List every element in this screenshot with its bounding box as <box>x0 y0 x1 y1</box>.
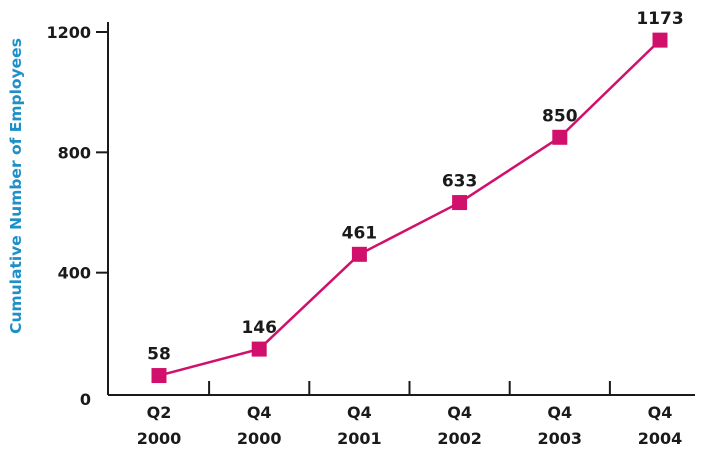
y-tick-label: 400 <box>58 264 91 283</box>
data-point-marker <box>251 341 267 357</box>
x-tick-label: Q4 <box>648 403 673 422</box>
chart-axes <box>96 22 695 396</box>
x-tick-label: Q4 <box>247 403 272 422</box>
x-tick-label: 2003 <box>538 429 583 448</box>
x-tick-label: 2002 <box>437 429 482 448</box>
x-tick-label: Q4 <box>447 403 472 422</box>
y-tick-label: 1200 <box>46 23 91 42</box>
data-point-marker <box>652 32 668 48</box>
data-label: 850 <box>542 106 578 126</box>
data-label: 146 <box>241 318 277 338</box>
data-label: 1173 <box>636 9 683 29</box>
data-point-marker <box>351 246 367 262</box>
series-line <box>158 39 661 377</box>
x-tick-label: Q4 <box>547 403 572 422</box>
data-label: 461 <box>342 223 378 243</box>
data-label: 633 <box>442 172 478 192</box>
x-tick-label: 2000 <box>237 429 282 448</box>
y-tick-label: 800 <box>58 143 91 162</box>
y-tick-label: 0 <box>80 390 91 409</box>
x-tick-label: 2000 <box>137 429 182 448</box>
x-tick-label: 2004 <box>638 429 683 448</box>
x-tick-label: Q2 <box>147 403 172 422</box>
tick-labels: 0 400 800 1200 Q2 2000 Q4 2000 Q4 2001 Q4 2002 Q4 200… <box>46 23 682 448</box>
data-markers <box>151 32 668 384</box>
data-label: 58 <box>147 345 171 365</box>
series-line-path <box>158 39 661 377</box>
data-labels: 58 146 461 633 850 1173 <box>147 9 684 364</box>
x-tick-label: Q4 <box>347 403 372 422</box>
data-point-marker <box>151 368 167 384</box>
data-point-marker <box>552 129 568 145</box>
data-point-marker <box>452 195 468 211</box>
x-tick-label: 2001 <box>337 429 382 448</box>
y-axis-label: Cumulative Number of Employees <box>7 38 25 334</box>
